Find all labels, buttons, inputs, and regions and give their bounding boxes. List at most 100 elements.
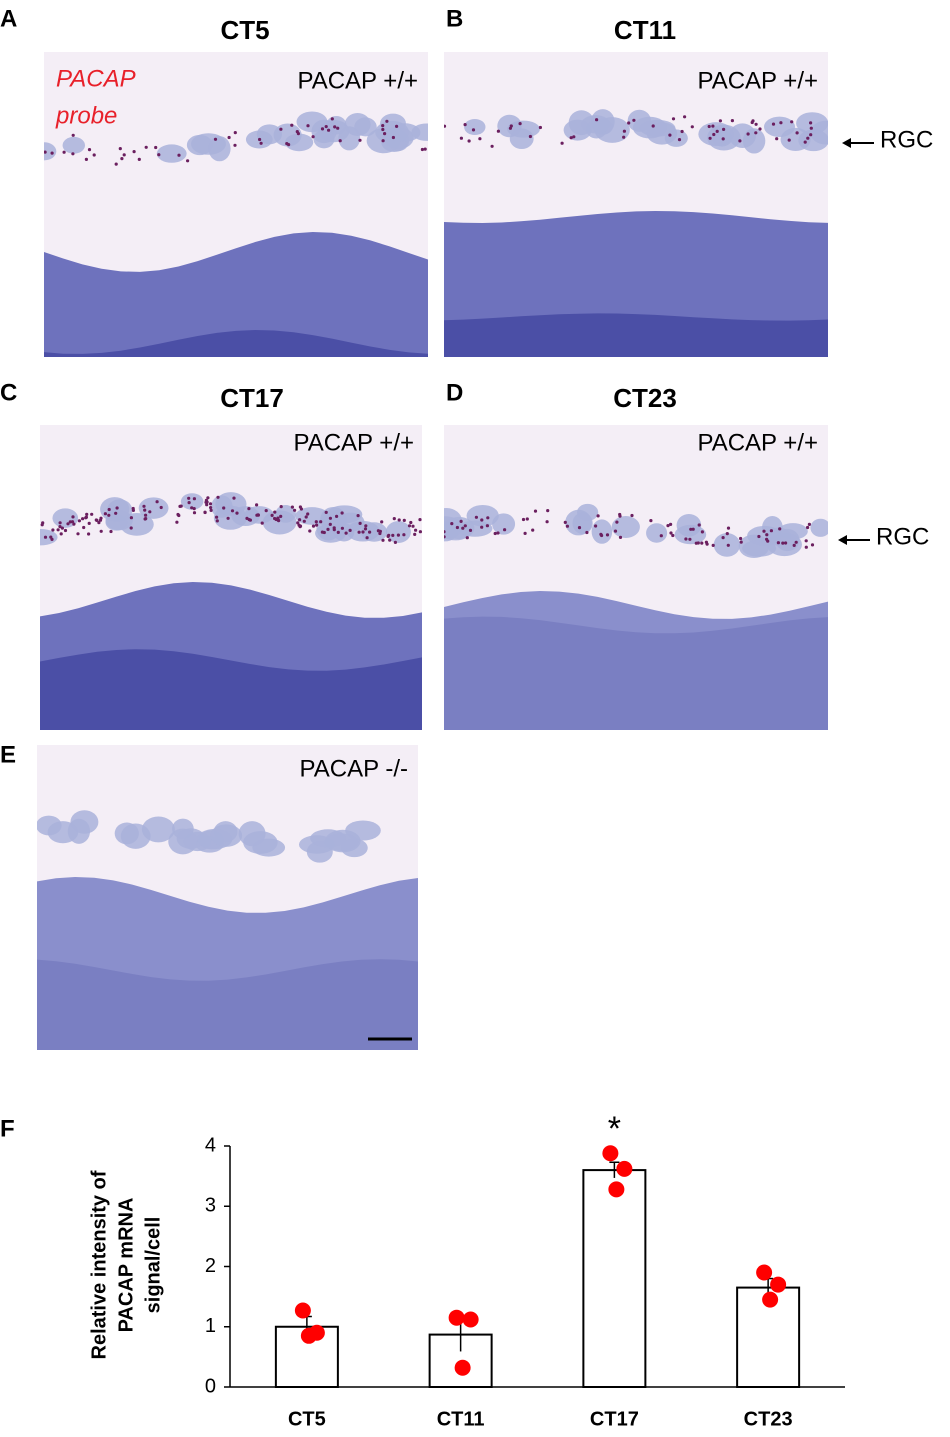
- signal-dot: [809, 133, 813, 137]
- genotype-label: PACAP +/+: [697, 429, 818, 456]
- x-tick-label: CT23: [744, 1408, 793, 1430]
- signal-dot: [396, 533, 400, 537]
- signal-dot: [107, 507, 111, 512]
- probe-label: probe: [55, 102, 117, 129]
- signal-dot: [314, 520, 318, 524]
- signal-dot: [58, 525, 62, 529]
- outer-layer: [444, 616, 828, 730]
- panel-letter: A: [0, 5, 17, 32]
- signal-dot: [391, 533, 395, 538]
- signal-dot: [115, 506, 119, 510]
- signal-dot: [365, 536, 369, 540]
- genotype-label: PACAP -/-: [300, 755, 408, 782]
- signal-dot: [769, 529, 774, 533]
- ganglion-cell: [138, 497, 169, 519]
- signal-dot: [213, 137, 218, 141]
- signal-dot: [293, 508, 297, 512]
- signal-dot: [328, 516, 332, 520]
- signal-dot: [333, 125, 337, 129]
- signal-dot: [235, 511, 239, 515]
- signal-dot: [178, 504, 182, 508]
- signal-dot: [335, 514, 339, 519]
- signal-dot: [226, 516, 230, 520]
- micrograph: [444, 425, 828, 730]
- signal-dot: [393, 540, 397, 545]
- ganglion-cell: [296, 111, 328, 133]
- signal-dot: [684, 537, 688, 541]
- signal-dot: [376, 529, 380, 533]
- signal-dot: [569, 136, 573, 140]
- data-point: [448, 1309, 465, 1326]
- data-point: [608, 1181, 625, 1198]
- signal-dot: [295, 130, 299, 134]
- signal-dot: [319, 520, 323, 524]
- ganglion-cell: [168, 828, 198, 855]
- signal-dot: [63, 528, 68, 533]
- signal-dot: [129, 516, 133, 520]
- signal-dot: [804, 545, 808, 549]
- signal-dot: [518, 122, 522, 126]
- signal-dot: [233, 131, 237, 135]
- signal-dot: [810, 543, 815, 547]
- data-point: [462, 1311, 479, 1328]
- signal-dot: [531, 528, 535, 532]
- signal-dot: [395, 124, 399, 128]
- ganglion-cell: [180, 493, 204, 510]
- signal-dot: [739, 536, 743, 541]
- micrograph: [37, 745, 418, 1050]
- y-tick-label: 4: [205, 1134, 216, 1156]
- outer-layer: [40, 649, 422, 730]
- signal-dot: [414, 528, 418, 532]
- signal-dot: [72, 522, 76, 526]
- signal-dot: [43, 535, 48, 539]
- y-axis-label: Relative intensity of: [88, 1170, 110, 1359]
- signal-dot: [118, 147, 122, 151]
- signal-dot: [177, 153, 181, 157]
- signal-dot: [388, 538, 392, 542]
- signal-dot: [298, 505, 302, 509]
- signal-dot: [563, 520, 567, 525]
- panel-letter: C: [0, 379, 17, 406]
- signal-dot: [738, 139, 742, 143]
- signal-dot: [155, 500, 159, 504]
- signal-dot: [222, 506, 226, 510]
- signal-dot: [232, 496, 236, 500]
- signal-dot: [114, 162, 118, 166]
- data-point: [454, 1359, 471, 1376]
- ganglion-cell: [354, 117, 377, 137]
- ganglion-cell: [156, 144, 187, 163]
- signal-dot: [806, 525, 810, 530]
- signal-dot: [771, 122, 776, 126]
- signal-dot: [730, 119, 735, 123]
- signal-dot: [521, 517, 526, 522]
- signal-dot: [326, 527, 330, 532]
- data-point: [602, 1145, 619, 1162]
- signal-dot: [107, 513, 111, 517]
- signal-dot: [363, 527, 368, 531]
- signal-dot: [143, 508, 147, 512]
- signal-dot: [572, 135, 576, 139]
- signal-dot: [444, 124, 447, 128]
- signal-dot: [461, 526, 465, 530]
- data-point: [294, 1302, 311, 1319]
- signal-dot: [407, 524, 412, 528]
- signal-dot: [708, 136, 712, 140]
- signal-dot: [468, 528, 473, 533]
- signal-dot: [411, 524, 415, 528]
- signal-dot: [525, 517, 529, 521]
- signal-dot: [722, 127, 726, 131]
- signal-dot: [671, 117, 676, 121]
- signal-dot: [297, 523, 301, 527]
- signal-dot: [463, 123, 467, 127]
- signal-dot: [98, 518, 103, 522]
- signal-dot: [258, 137, 262, 142]
- signal-dot: [336, 530, 340, 535]
- rgc-label: RGC: [876, 523, 929, 550]
- signal-dot: [765, 533, 769, 537]
- signal-dot: [651, 124, 655, 128]
- signal-dot: [320, 127, 325, 131]
- ganglion-cell: [676, 513, 702, 537]
- ganglion-cell: [243, 831, 278, 854]
- signal-dot: [718, 119, 723, 123]
- signal-dot: [311, 135, 315, 139]
